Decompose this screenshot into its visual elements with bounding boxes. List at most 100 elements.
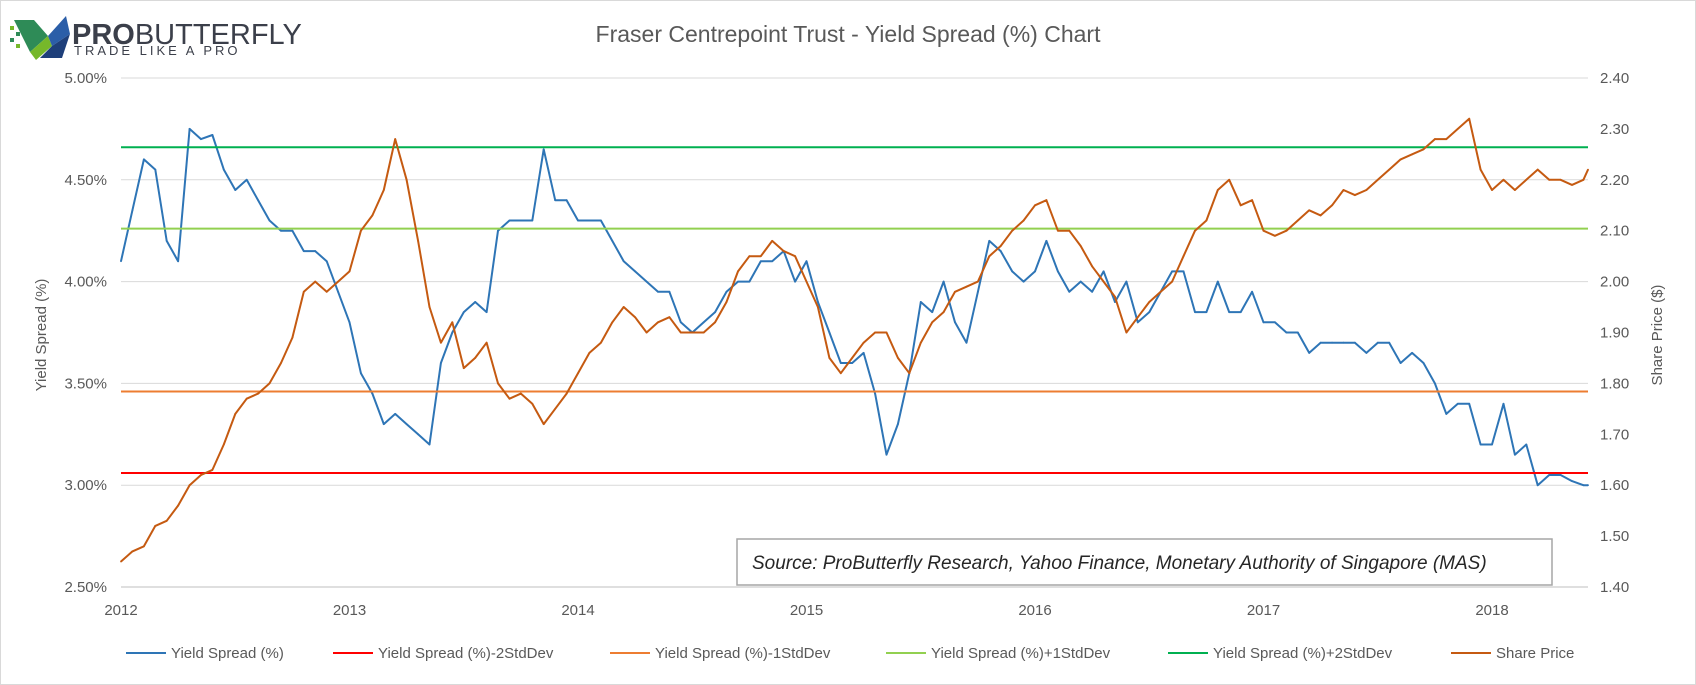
data-point-share-price-14: [280, 362, 282, 364]
data-point-yield-spread-39: [565, 199, 568, 202]
legend-item-yield-spread-2stddev[interactable]: Yield Spread (%)+2StdDev: [1168, 645, 1393, 662]
data-point-share-price-53: [725, 301, 728, 303]
data-point-yield-spread-84: [1079, 280, 1082, 283]
data-point-yield-spread-89: [1136, 321, 1139, 324]
data-point-yield-spread-5: [177, 260, 180, 263]
data-point-yield-spread-75: [976, 290, 979, 293]
y-axis-ticks: 2.50% 3.00% 3.50% 4.00% 4.50% 5.00%: [64, 70, 107, 596]
data-point-share-price-99: [1251, 199, 1253, 202]
data-point-yield-spread-119: [1479, 443, 1482, 446]
data-point-yield-spread-104: [1308, 351, 1311, 354]
data-point-share-price-117: [1456, 127, 1459, 130]
data-point-yield-spread-22: [371, 392, 374, 395]
data-point-yield-spread-77: [999, 250, 1002, 252]
data-point-yield-spread-8: [211, 134, 214, 136]
probutterfly-logo: PROBUTTERFLY TRADE LIKE A PRO: [10, 16, 302, 60]
data-point-yield-spread-0: [120, 260, 122, 263]
legend-item-yield-spread-1stddev[interactable]: Yield Spread (%)-1StdDev: [610, 645, 831, 662]
data-point-yield-spread-111: [1388, 341, 1391, 344]
data-point-share-price-67: [885, 331, 888, 334]
legend-label: Yield Spread (%): [171, 645, 284, 662]
data-point-share-price-114: [1422, 148, 1425, 151]
data-point-yield-spread-92: [1171, 270, 1174, 273]
source-box: Source: ProButterfly Research, Yahoo Fin…: [736, 538, 1553, 586]
data-point-yield-spread-59: [794, 280, 796, 283]
data-point-share-price-56: [759, 255, 762, 258]
data-point-share-price-0: [120, 560, 122, 563]
data-point-yield-spread-3: [154, 168, 157, 171]
y-tick-label-2: 3.50%: [64, 375, 107, 392]
data-point-share-price-26: [417, 239, 419, 242]
data-point-yield-spread-52: [714, 311, 717, 314]
legend-item-share-price[interactable]: Share Price: [1451, 645, 1574, 662]
data-point-yield-spread-12: [257, 199, 260, 202]
legend-item-yield-spread[interactable]: Yield Spread (%): [126, 645, 284, 662]
data-point-yield-spread-14: [280, 229, 282, 232]
logo-tagline: TRADE LIKE A PRO: [74, 43, 241, 58]
chart-title: Fraser Centrepoint Trust - Yield Spread …: [596, 21, 1102, 47]
gridlines: [121, 77, 1588, 588]
butterfly-icon: [10, 16, 70, 60]
legend: Yield Spread (%) Yield Spread (%)-2StdDev…: [126, 645, 1574, 662]
data-point-share-price-4: [165, 519, 168, 522]
data-point-yield-spread-25: [405, 423, 408, 426]
data-point-share-price-104: [1308, 209, 1311, 212]
data-point-share-price-24: [394, 138, 397, 140]
data-point-yield-spread-4: [165, 239, 168, 242]
source-note: Source: ProButterfly Research, Yahoo Fin…: [752, 553, 1487, 574]
data-point-share-price-83: [1068, 229, 1071, 232]
data-point-share-price-28: [440, 341, 442, 344]
data-point-yield-spread-57: [771, 260, 774, 263]
data-point-yield-spread-36: [531, 219, 534, 222]
data-point-yield-spread-123: [1525, 443, 1528, 446]
data-point-yield-spread-66: [874, 392, 876, 395]
data-point-yield-spread-56: [759, 260, 762, 263]
data-point-yield-spread-114: [1422, 362, 1425, 364]
data-point-share-price-43: [611, 321, 614, 324]
data-point-share-price-31: [474, 357, 477, 359]
data-point-share-price-58: [782, 250, 785, 252]
data-point-share-price-37: [542, 423, 545, 426]
data-point-yield-spread-48: [668, 290, 671, 293]
data-point-yield-spread-121: [1502, 402, 1505, 405]
x-tick-label-3: 2015: [790, 602, 823, 619]
data-point-share-price-125: [1548, 178, 1551, 181]
legend-item-yield-spread-2stddev[interactable]: Yield Spread (%)-2StdDev: [333, 645, 554, 662]
data-point-share-price-10: [234, 413, 237, 415]
data-point-share-price-68: [897, 357, 899, 359]
y2-tick-label-1: 1.50: [1600, 528, 1629, 545]
data-point-yield-spread-64: [851, 362, 854, 364]
data-point-share-price-103: [1296, 219, 1299, 222]
data-point-yield-spread-116: [1445, 413, 1448, 415]
data-point-share-price-98: [1239, 204, 1242, 207]
data-point-yield-spread-47: [657, 290, 659, 293]
data-point-share-price-92: [1171, 280, 1174, 283]
data-point-yield-spread-106: [1331, 341, 1333, 344]
data-point-share-price-124: [1536, 168, 1539, 171]
data-point-share-price-45: [634, 316, 637, 319]
data-point-share-price-116: [1445, 138, 1448, 140]
data-point-yield-spread-103: [1296, 331, 1299, 334]
data-point-yield-spread-100: [1262, 321, 1265, 324]
data-point-share-price-15: [291, 336, 294, 339]
legend-item-yield-spread-1stddev[interactable]: Yield Spread (%)+1StdDev: [886, 645, 1111, 662]
data-point-yield-spread-117: [1456, 402, 1459, 405]
data-point-share-price-102: [1285, 229, 1288, 232]
data-point-yield-spread-7: [200, 138, 202, 140]
y-tick-label-0: 2.50%: [64, 579, 107, 596]
data-point-yield-spread-74: [965, 341, 968, 344]
data-point-share-price-129: [1587, 168, 1589, 171]
data-point-share-price-50: [691, 331, 694, 334]
data-point-share-price-77: [999, 245, 1002, 247]
data-point-share-price-20: [348, 270, 351, 273]
data-point-yield-spread-86: [1102, 270, 1105, 273]
data-point-share-price-86: [1102, 280, 1105, 283]
data-point-yield-spread-65: [862, 351, 865, 354]
data-point-yield-spread-62: [828, 331, 831, 334]
data-point-share-price-119: [1479, 168, 1482, 171]
data-point-yield-spread-122: [1513, 453, 1516, 456]
data-point-share-price-34: [508, 397, 511, 400]
data-point-share-price-80: [1034, 204, 1036, 207]
y2-tick-label-8: 2.20: [1600, 172, 1629, 189]
data-point-yield-spread-42: [599, 219, 602, 222]
